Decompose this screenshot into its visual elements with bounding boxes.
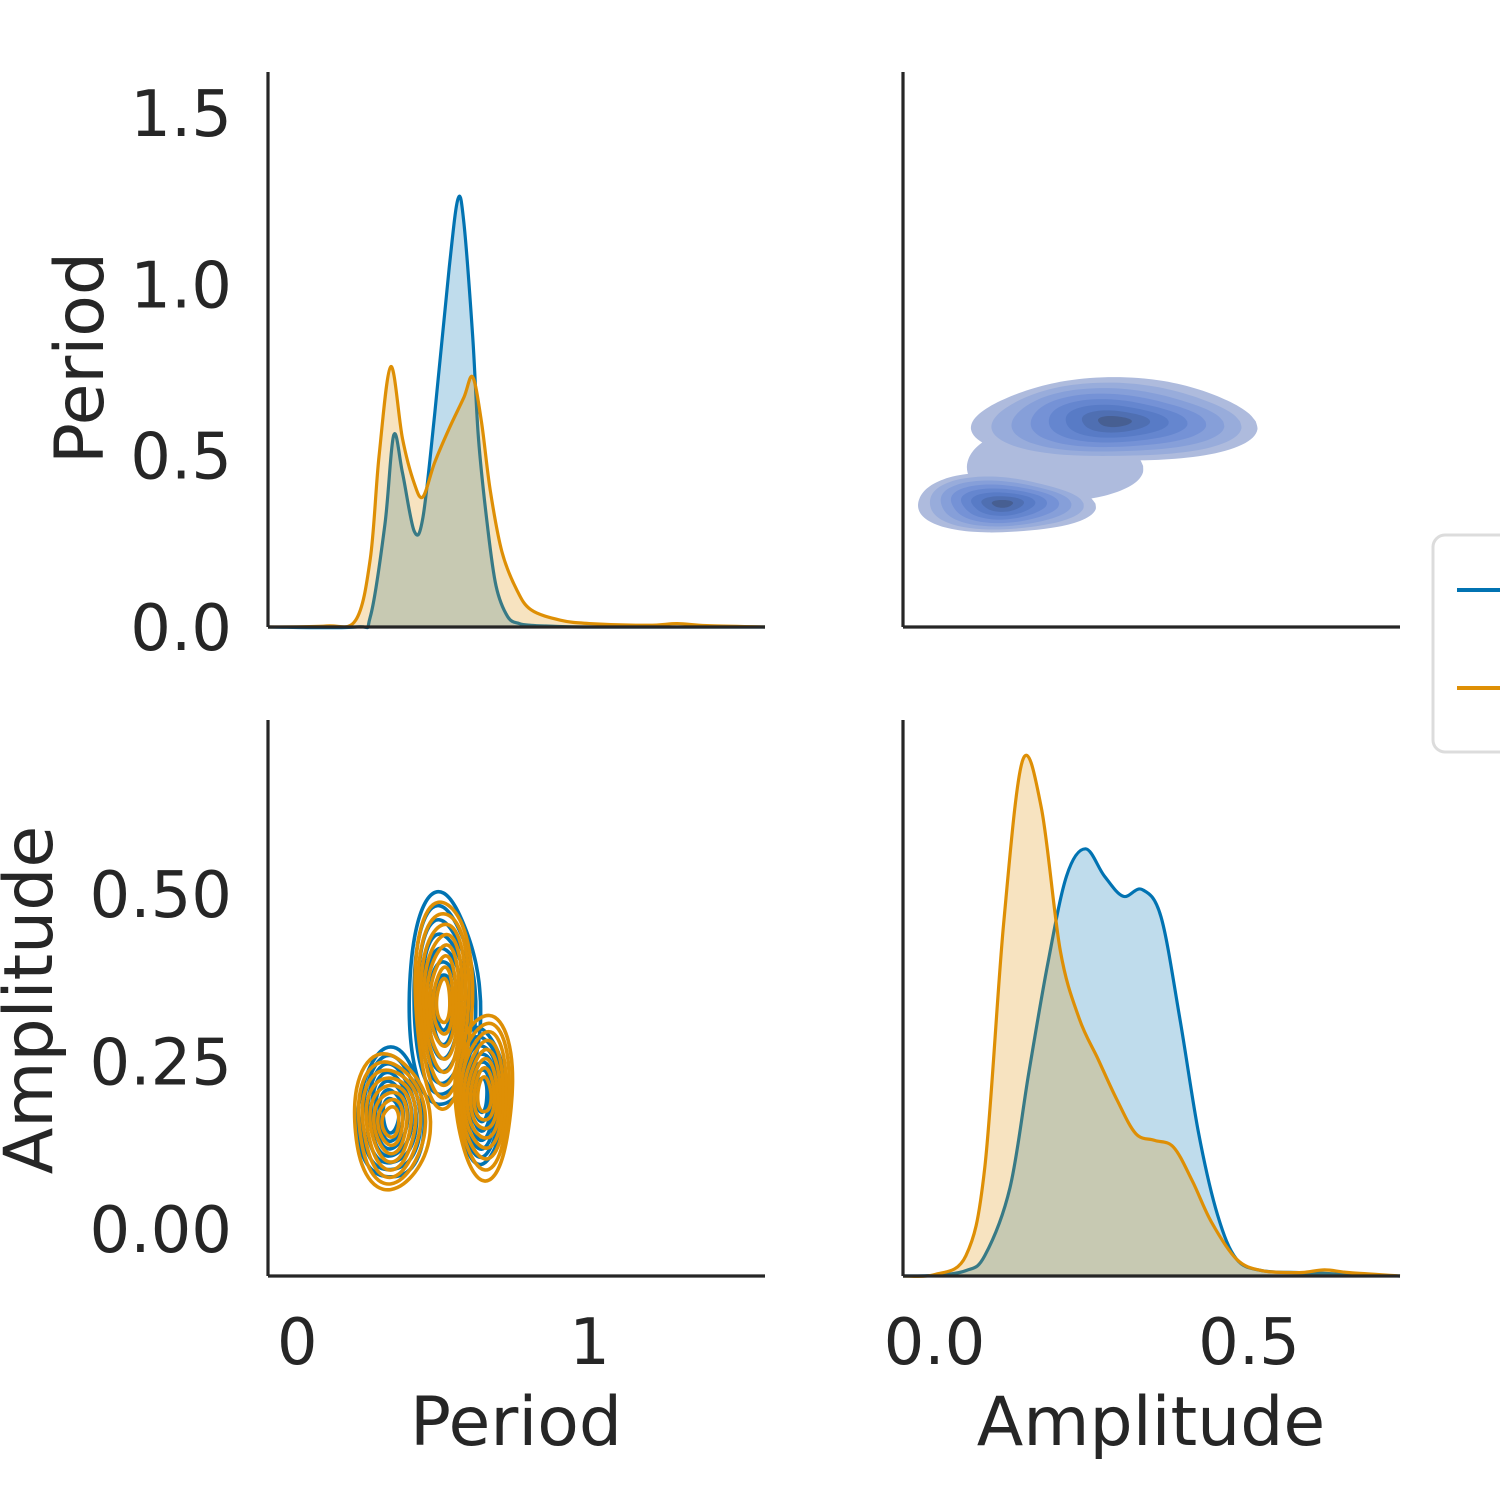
contour-series-2-center-1-level-6: [372, 1090, 409, 1156]
contour-series-2-center-3-level-5: [465, 1047, 502, 1140]
contour-series-2-center-2-level-6: [427, 954, 458, 1049]
contour-series-2-center-1-level-8: [380, 1105, 401, 1139]
period-kde-y-tick-label: 0.0: [130, 592, 232, 666]
contour-series-2-center-2-level-5: [424, 943, 461, 1061]
period-kde-y-tick-label: 1.5: [130, 78, 232, 152]
amplitude-kde-x-tick-label: 0.0: [884, 1306, 986, 1380]
contour-series-2-center-1-level-3: [360, 1068, 423, 1180]
joint-filled-kde-level-8-blob-2: [991, 499, 1014, 508]
contour-series-2-center-3-level-2: [455, 1021, 511, 1172]
amplitude-kde-area-series-2: [903, 755, 1400, 1277]
contour-series-2-center-1-level-4: [364, 1076, 418, 1172]
contour-series-2-center-3-level-8: [475, 1075, 493, 1114]
amplitude-kde-line-series-2: [902, 753, 1401, 1279]
period-kde-area-series-1: [268, 196, 765, 628]
period-kde-y-ticks: 0.0 0.5 1.0 1.5: [130, 78, 232, 666]
contour-series-2-center-1-level-5: [368, 1083, 414, 1164]
period-kde-y-tick-label: 0.5: [130, 421, 232, 495]
contour-series-2-center-2-level-4: [421, 932, 464, 1075]
joint-contours-x-tick-label: 0: [277, 1306, 318, 1380]
panel-amplitude-kde: 0.0 0.5 Amplitude: [884, 720, 1401, 1462]
period-kde-marks: [267, 194, 766, 630]
amplitude-kde-area-series-1: [903, 848, 1400, 1276]
period-kde-line-series-2: [267, 365, 766, 629]
contour-series-2-center-1-level-2: [356, 1060, 428, 1186]
amplitude-kde-x-ticks: 0.0 0.5: [884, 1306, 1300, 1380]
contour-series-2-center-3-level-4: [461, 1038, 505, 1150]
panel-period-kde: 0.0 0.5 1.0 1.5 Period: [41, 72, 766, 666]
contour-series-2-center-1-level-1: [352, 1051, 433, 1192]
contour-series-2-center-2-level-8: [434, 976, 452, 1025]
joint-contours-x-tick-label: 1: [569, 1306, 610, 1380]
amplitude-kde-marks: [902, 753, 1401, 1279]
period-kde-y-tick-label: 1.0: [130, 249, 232, 323]
contour-series-2-center-3-level-7: [472, 1065, 497, 1122]
amplitude-kde-x-tick-label: 0.5: [1198, 1306, 1300, 1380]
legend: [1431, 533, 1500, 754]
period-kde-area-series-2: [268, 366, 765, 627]
amplitude-y-axis-label: Amplitude: [0, 826, 69, 1174]
joint-contours-y-tick-label: 0.50: [90, 859, 233, 933]
panel-joint-filled-kde: [901, 72, 1400, 629]
contour-series-2-center-2-level-7: [431, 965, 455, 1036]
joint-contour-marks: [352, 889, 515, 1192]
contour-series-2-center-3-level-3: [458, 1029, 508, 1161]
period-x-axis-label: Period: [410, 1383, 622, 1462]
joint-contours-y-ticks: 0.00 0.25 0.50: [90, 859, 233, 1268]
joint-filled-kde-level-8-blob-1: [1097, 415, 1132, 428]
amplitude-x-axis-label: Amplitude: [977, 1383, 1325, 1462]
contour-series-2-center-3-level-6: [468, 1056, 500, 1131]
contour-series-2-center-1-level-7: [376, 1097, 405, 1148]
legend-frame: [1431, 533, 1500, 754]
period-kde-line-series-1: [267, 194, 766, 630]
joint-filled-kde-marks: [918, 377, 1258, 533]
joint-contours-y-tick-label: 0.00: [90, 1194, 233, 1268]
contour-series-2-center-3-level-1: [453, 1013, 515, 1183]
period-y-axis-label: Period: [41, 252, 120, 464]
joint-contours-y-tick-label: 0.25: [90, 1027, 233, 1101]
